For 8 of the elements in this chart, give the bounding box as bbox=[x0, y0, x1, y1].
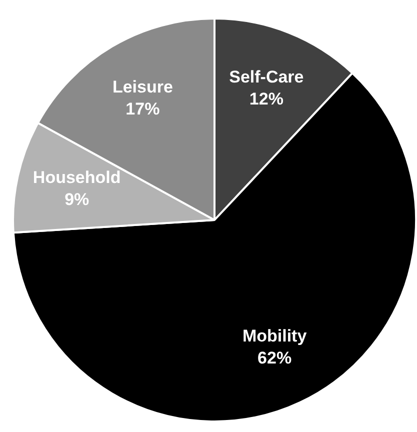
slice-label: Mobility bbox=[242, 326, 308, 346]
data-label: 62% bbox=[258, 348, 292, 368]
slice-label: Self-Care bbox=[229, 68, 304, 87]
data-label: 12% bbox=[249, 90, 284, 109]
slice-label: Leisure bbox=[112, 77, 173, 96]
data-label: 17% bbox=[126, 99, 160, 118]
slice-label: Household bbox=[32, 168, 121, 187]
data-label: 9% bbox=[64, 190, 90, 209]
